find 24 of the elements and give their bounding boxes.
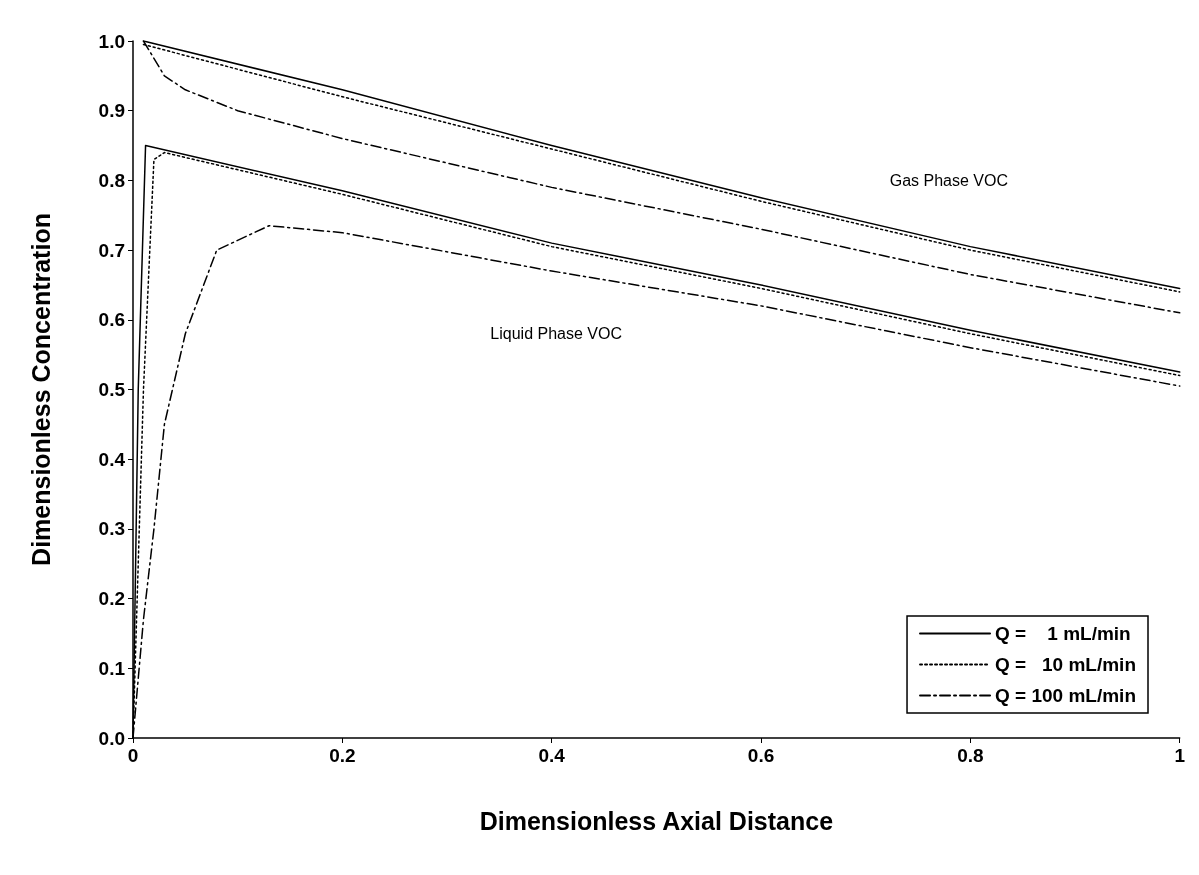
- y-tick-label: 0.4: [98, 448, 126, 470]
- y-tick-label: 0.9: [98, 100, 125, 122]
- y-tick-label: 0.3: [98, 518, 125, 540]
- x-axis-title: Dimensionless Axial Distance: [479, 806, 834, 835]
- annotation: Liquid Phase VOC: [490, 325, 622, 343]
- y-tick-label: 0.6: [98, 309, 125, 331]
- legend-label: Q = 10 mL/min: [995, 654, 1136, 675]
- y-tick-label: 0.7: [98, 239, 125, 261]
- x-tick-label: 0.6: [747, 745, 775, 766]
- y-tick-label: 0.8: [98, 169, 125, 191]
- x-tick-label: 0.4: [538, 745, 566, 766]
- y-tick-label: 0.5: [98, 379, 126, 400]
- y-tick-label: 0.1: [98, 657, 126, 679]
- y-tick-label: 0.2: [98, 588, 125, 610]
- y-axis-title: Dimensionless Concentration: [26, 213, 55, 566]
- x-tick-label: 0: [127, 745, 139, 766]
- x-tick-label: 1: [1174, 745, 1186, 766]
- legend-label: Q = 1 mL/min: [995, 623, 1131, 644]
- legend-label: Q = 100 mL/min: [995, 685, 1137, 706]
- x-tick-label: 0.8: [957, 745, 984, 766]
- y-tick-label: 1.0: [98, 30, 125, 52]
- x-tick-label: 0.2: [329, 745, 356, 766]
- y-tick-label: 0.0: [98, 727, 125, 749]
- annotation: Gas Phase VOC: [889, 171, 1008, 189]
